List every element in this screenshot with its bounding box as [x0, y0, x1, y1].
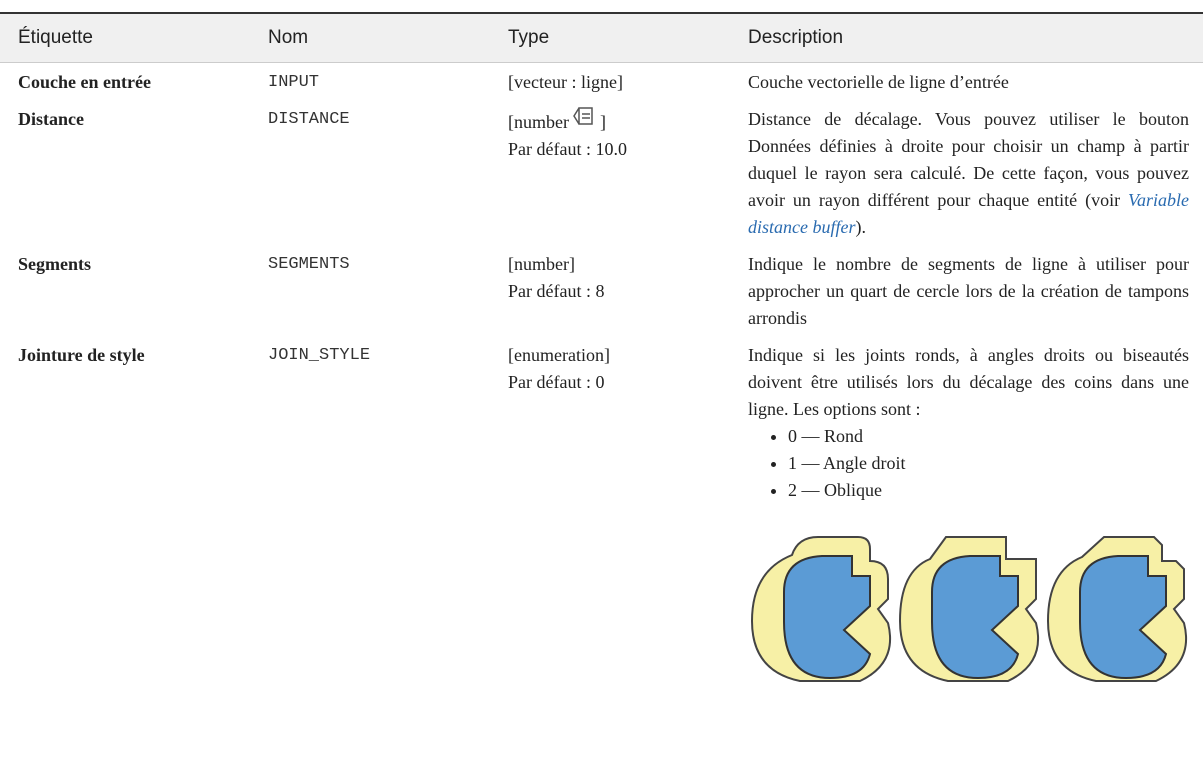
type-cell: [number] Par défaut : 8: [490, 245, 730, 336]
default: Par défaut : 10.0: [508, 139, 627, 159]
join-miter: [898, 536, 1040, 682]
label: Segments: [18, 254, 91, 274]
type: [enumeration]: [508, 345, 610, 365]
type: [number: [508, 112, 569, 132]
description-cell: Distance de décalage. Vous pouvez utilis…: [730, 100, 1203, 245]
header-cell: Étiquette: [0, 12, 250, 63]
description: ).: [855, 217, 866, 237]
row: Couche en entrée INPUT [vecteur : ligne]…: [0, 63, 1203, 101]
header-cell: Description: [730, 12, 1203, 63]
description: Distance de décalage. Vous pouvez utilis…: [748, 109, 1189, 210]
header-cell: Nom: [250, 12, 490, 63]
name: JOIN_STYLE: [268, 346, 371, 365]
row: Segments SEGMENTS [number] Par défaut : 8…: [0, 245, 1203, 336]
link[interactable]: Variable distance buffer: [748, 190, 1189, 237]
option: 2 — Oblique: [788, 477, 1189, 504]
description: Indique le nombre de segments de ligne à…: [748, 254, 1189, 328]
row: Distance DISTANCE [number ] Par défaut : …: [0, 100, 1203, 245]
join-round: [750, 536, 892, 682]
type: [vecteur : ligne]: [508, 72, 623, 92]
table-header: Étiquette Nom Type Description: [0, 12, 1203, 63]
type-cell: [enumeration] Par défaut : 0: [490, 336, 730, 696]
label: Couche en entrée: [18, 72, 151, 92]
type: [number]: [508, 254, 575, 274]
description: Couche vectorielle de ligne d’entrée: [748, 72, 1009, 92]
option: 0 — Rond: [788, 423, 1189, 450]
header-cell: Type: [490, 12, 730, 63]
name: SEGMENTS: [268, 255, 350, 274]
join-style-illustration: [750, 536, 1188, 682]
parameter-table: Étiquette Nom Type Description Couche en…: [0, 12, 1203, 696]
type-cell: [number ] Par défaut : 10.0: [490, 100, 730, 245]
join-bevel: [1046, 536, 1188, 682]
description: Indique si les joints ronds, à angles dr…: [748, 345, 1189, 419]
option: 1 — Angle droit: [788, 450, 1189, 477]
type: ]: [599, 112, 606, 132]
options-list: 0 — Rond 1 — Angle droit 2 — Oblique: [748, 423, 1189, 504]
default: Par défaut : 0: [508, 372, 605, 392]
name: DISTANCE: [268, 110, 350, 129]
name: INPUT: [268, 73, 320, 92]
label: Distance: [18, 109, 84, 129]
default: Par défaut : 8: [508, 281, 605, 301]
label: Jointure de style: [18, 345, 145, 365]
row: Jointure de style JOIN_STYLE [enumeratio…: [0, 336, 1203, 696]
description-cell: Indique si les joints ronds, à angles dr…: [730, 336, 1203, 696]
data-defined-icon: [573, 107, 594, 125]
